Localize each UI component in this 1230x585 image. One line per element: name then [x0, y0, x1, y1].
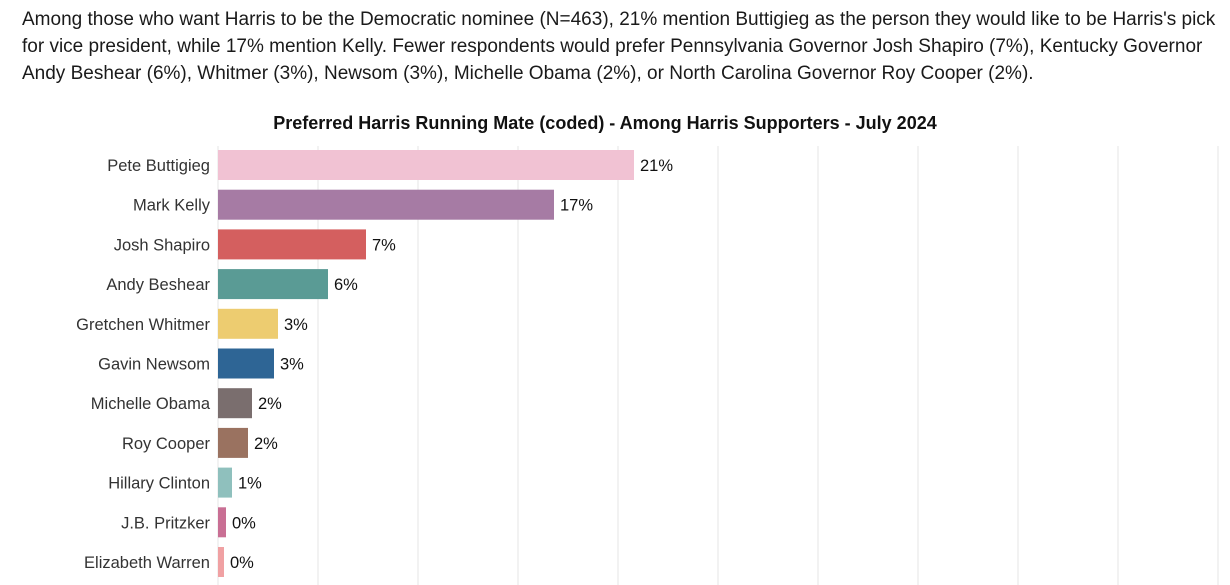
category-label: Hillary Clinton: [108, 475, 210, 493]
category-label: Josh Shapiro: [114, 236, 210, 254]
category-label: Elizabeth Warren: [84, 554, 210, 572]
category-label: Andy Beshear: [106, 276, 210, 294]
value-label: 21%: [640, 157, 673, 175]
value-label: 2%: [254, 435, 278, 453]
value-label: 1%: [238, 475, 262, 493]
bar: [218, 467, 232, 498]
bar: [218, 150, 634, 180]
intro-paragraph: Among those who want Harris to be the De…: [22, 9, 1216, 84]
category-label: Michelle Obama: [91, 395, 211, 413]
category-label: J.B. Pritzker: [121, 514, 210, 532]
bar: [218, 507, 226, 538]
value-label: 0%: [230, 554, 254, 572]
bar: [218, 348, 274, 379]
value-label: 0%: [232, 514, 256, 532]
value-label: 7%: [372, 236, 396, 254]
category-label: Mark Kelly: [133, 197, 211, 215]
value-label: 6%: [334, 276, 358, 294]
bar: [218, 269, 328, 300]
bar: [218, 427, 248, 458]
bar: [218, 229, 366, 260]
value-label: 2%: [258, 395, 282, 413]
bar: [218, 388, 252, 419]
category-label: Gretchen Whitmer: [76, 316, 210, 334]
category-label: Gavin Newsom: [98, 356, 210, 374]
category-label: Roy Cooper: [122, 435, 211, 453]
chart-title: Preferred Harris Running Mate (coded) - …: [273, 113, 936, 133]
bar: [218, 308, 278, 339]
bar: [218, 189, 554, 220]
value-label: 3%: [284, 316, 308, 334]
bar: [218, 547, 224, 577]
value-label: 17%: [560, 197, 593, 215]
category-label: Pete Buttigieg: [107, 157, 210, 175]
value-label: 3%: [280, 356, 304, 374]
chart-bars: Pete Buttigieg 21% Mark Kelly 17% Josh Shapi…: [76, 150, 673, 577]
